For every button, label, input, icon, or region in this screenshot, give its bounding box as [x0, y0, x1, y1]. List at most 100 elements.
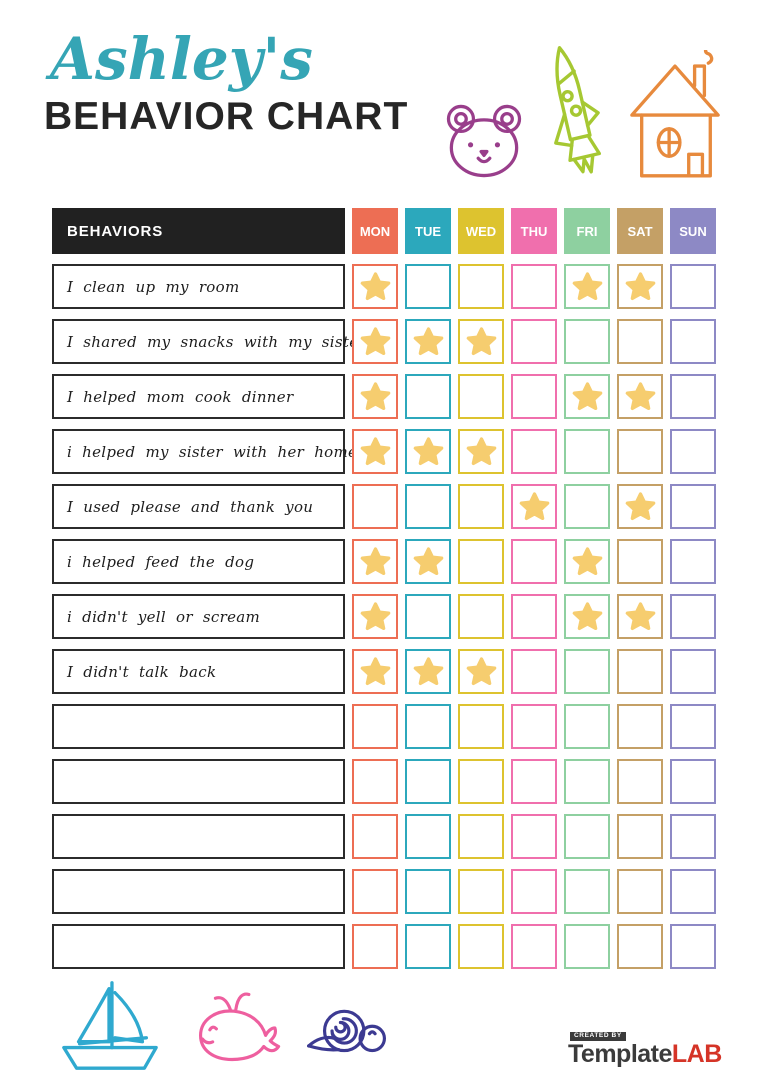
- day-cell-thu[interactable]: [511, 429, 557, 474]
- day-cell-wed[interactable]: [458, 869, 504, 914]
- day-cell-sat[interactable]: [617, 484, 663, 529]
- day-cell-thu[interactable]: [511, 924, 557, 969]
- behavior-label[interactable]: i helped feed the dog: [52, 539, 345, 584]
- day-cell-tue[interactable]: [405, 539, 451, 584]
- day-cell-sun[interactable]: [670, 539, 716, 584]
- day-cell-wed[interactable]: [458, 924, 504, 969]
- day-cell-sat[interactable]: [617, 594, 663, 639]
- day-cell-sun[interactable]: [670, 869, 716, 914]
- day-cell-fri[interactable]: [564, 594, 610, 639]
- day-cell-sat[interactable]: [617, 649, 663, 694]
- day-cell-mon[interactable]: [352, 539, 398, 584]
- day-cell-sat[interactable]: [617, 814, 663, 859]
- day-cell-fri[interactable]: [564, 924, 610, 969]
- day-cell-mon[interactable]: [352, 704, 398, 749]
- day-cell-mon[interactable]: [352, 869, 398, 914]
- day-cell-sun[interactable]: [670, 484, 716, 529]
- day-cell-mon[interactable]: [352, 814, 398, 859]
- day-cell-fri[interactable]: [564, 649, 610, 694]
- day-cell-sat[interactable]: [617, 374, 663, 419]
- day-cell-sun[interactable]: [670, 649, 716, 694]
- day-cell-sat[interactable]: [617, 924, 663, 969]
- day-cell-thu[interactable]: [511, 814, 557, 859]
- day-cell-sat[interactable]: [617, 264, 663, 309]
- day-cell-sun[interactable]: [670, 429, 716, 474]
- behavior-label[interactable]: [52, 924, 345, 969]
- day-cell-tue[interactable]: [405, 319, 451, 364]
- behavior-label[interactable]: I didn't talk back: [52, 649, 345, 694]
- day-cell-fri[interactable]: [564, 374, 610, 419]
- day-cell-sat[interactable]: [617, 539, 663, 584]
- day-cell-sat[interactable]: [617, 704, 663, 749]
- day-cell-fri[interactable]: [564, 264, 610, 309]
- behavior-label[interactable]: I used please and thank you: [52, 484, 345, 529]
- day-cell-tue[interactable]: [405, 704, 451, 749]
- day-cell-thu[interactable]: [511, 649, 557, 694]
- day-cell-tue[interactable]: [405, 649, 451, 694]
- day-cell-tue[interactable]: [405, 264, 451, 309]
- behavior-label[interactable]: [52, 814, 345, 859]
- day-cell-wed[interactable]: [458, 759, 504, 804]
- day-cell-tue[interactable]: [405, 759, 451, 804]
- day-cell-fri[interactable]: [564, 319, 610, 364]
- day-cell-wed[interactable]: [458, 649, 504, 694]
- day-cell-mon[interactable]: [352, 759, 398, 804]
- day-cell-thu[interactable]: [511, 869, 557, 914]
- day-cell-tue[interactable]: [405, 814, 451, 859]
- day-cell-wed[interactable]: [458, 429, 504, 474]
- day-cell-tue[interactable]: [405, 484, 451, 529]
- day-cell-thu[interactable]: [511, 264, 557, 309]
- day-cell-fri[interactable]: [564, 869, 610, 914]
- behavior-label[interactable]: I clean up my room: [52, 264, 345, 309]
- behavior-label[interactable]: i didn't yell or scream: [52, 594, 345, 639]
- day-cell-sun[interactable]: [670, 374, 716, 419]
- day-cell-sat[interactable]: [617, 869, 663, 914]
- day-cell-wed[interactable]: [458, 374, 504, 419]
- day-cell-thu[interactable]: [511, 539, 557, 584]
- behavior-label[interactable]: I shared my snacks with my sister: [52, 319, 366, 364]
- day-cell-thu[interactable]: [511, 484, 557, 529]
- day-cell-sun[interactable]: [670, 759, 716, 804]
- day-cell-fri[interactable]: [564, 704, 610, 749]
- day-cell-sun[interactable]: [670, 704, 716, 749]
- day-cell-wed[interactable]: [458, 594, 504, 639]
- day-cell-fri[interactable]: [564, 539, 610, 584]
- day-cell-fri[interactable]: [564, 814, 610, 859]
- day-cell-sat[interactable]: [617, 429, 663, 474]
- day-cell-tue[interactable]: [405, 374, 451, 419]
- day-cell-tue[interactable]: [405, 429, 451, 474]
- day-cell-thu[interactable]: [511, 704, 557, 749]
- day-cell-tue[interactable]: [405, 594, 451, 639]
- day-cell-mon[interactable]: [352, 649, 398, 694]
- day-cell-mon[interactable]: [352, 264, 398, 309]
- day-cell-mon[interactable]: [352, 594, 398, 639]
- day-cell-sun[interactable]: [670, 319, 716, 364]
- day-cell-thu[interactable]: [511, 374, 557, 419]
- behavior-label[interactable]: [52, 869, 345, 914]
- day-cell-tue[interactable]: [405, 869, 451, 914]
- day-cell-fri[interactable]: [564, 484, 610, 529]
- behavior-label[interactable]: [52, 704, 345, 749]
- day-cell-mon[interactable]: [352, 374, 398, 419]
- day-cell-fri[interactable]: [564, 429, 610, 474]
- day-cell-sun[interactable]: [670, 264, 716, 309]
- day-cell-sat[interactable]: [617, 319, 663, 364]
- day-cell-wed[interactable]: [458, 539, 504, 584]
- day-cell-wed[interactable]: [458, 704, 504, 749]
- day-cell-wed[interactable]: [458, 264, 504, 309]
- day-cell-wed[interactable]: [458, 484, 504, 529]
- day-cell-mon[interactable]: [352, 319, 398, 364]
- day-cell-sun[interactable]: [670, 814, 716, 859]
- day-cell-wed[interactable]: [458, 319, 504, 364]
- day-cell-mon[interactable]: [352, 484, 398, 529]
- day-cell-mon[interactable]: [352, 429, 398, 474]
- day-cell-mon[interactable]: [352, 924, 398, 969]
- day-cell-sun[interactable]: [670, 924, 716, 969]
- day-cell-thu[interactable]: [511, 319, 557, 364]
- day-cell-sun[interactable]: [670, 594, 716, 639]
- day-cell-tue[interactable]: [405, 924, 451, 969]
- behavior-label[interactable]: [52, 759, 345, 804]
- day-cell-thu[interactable]: [511, 759, 557, 804]
- behavior-label[interactable]: I helped mom cook dinner: [52, 374, 345, 419]
- behavior-label[interactable]: i helped my sister with her homework: [52, 429, 396, 474]
